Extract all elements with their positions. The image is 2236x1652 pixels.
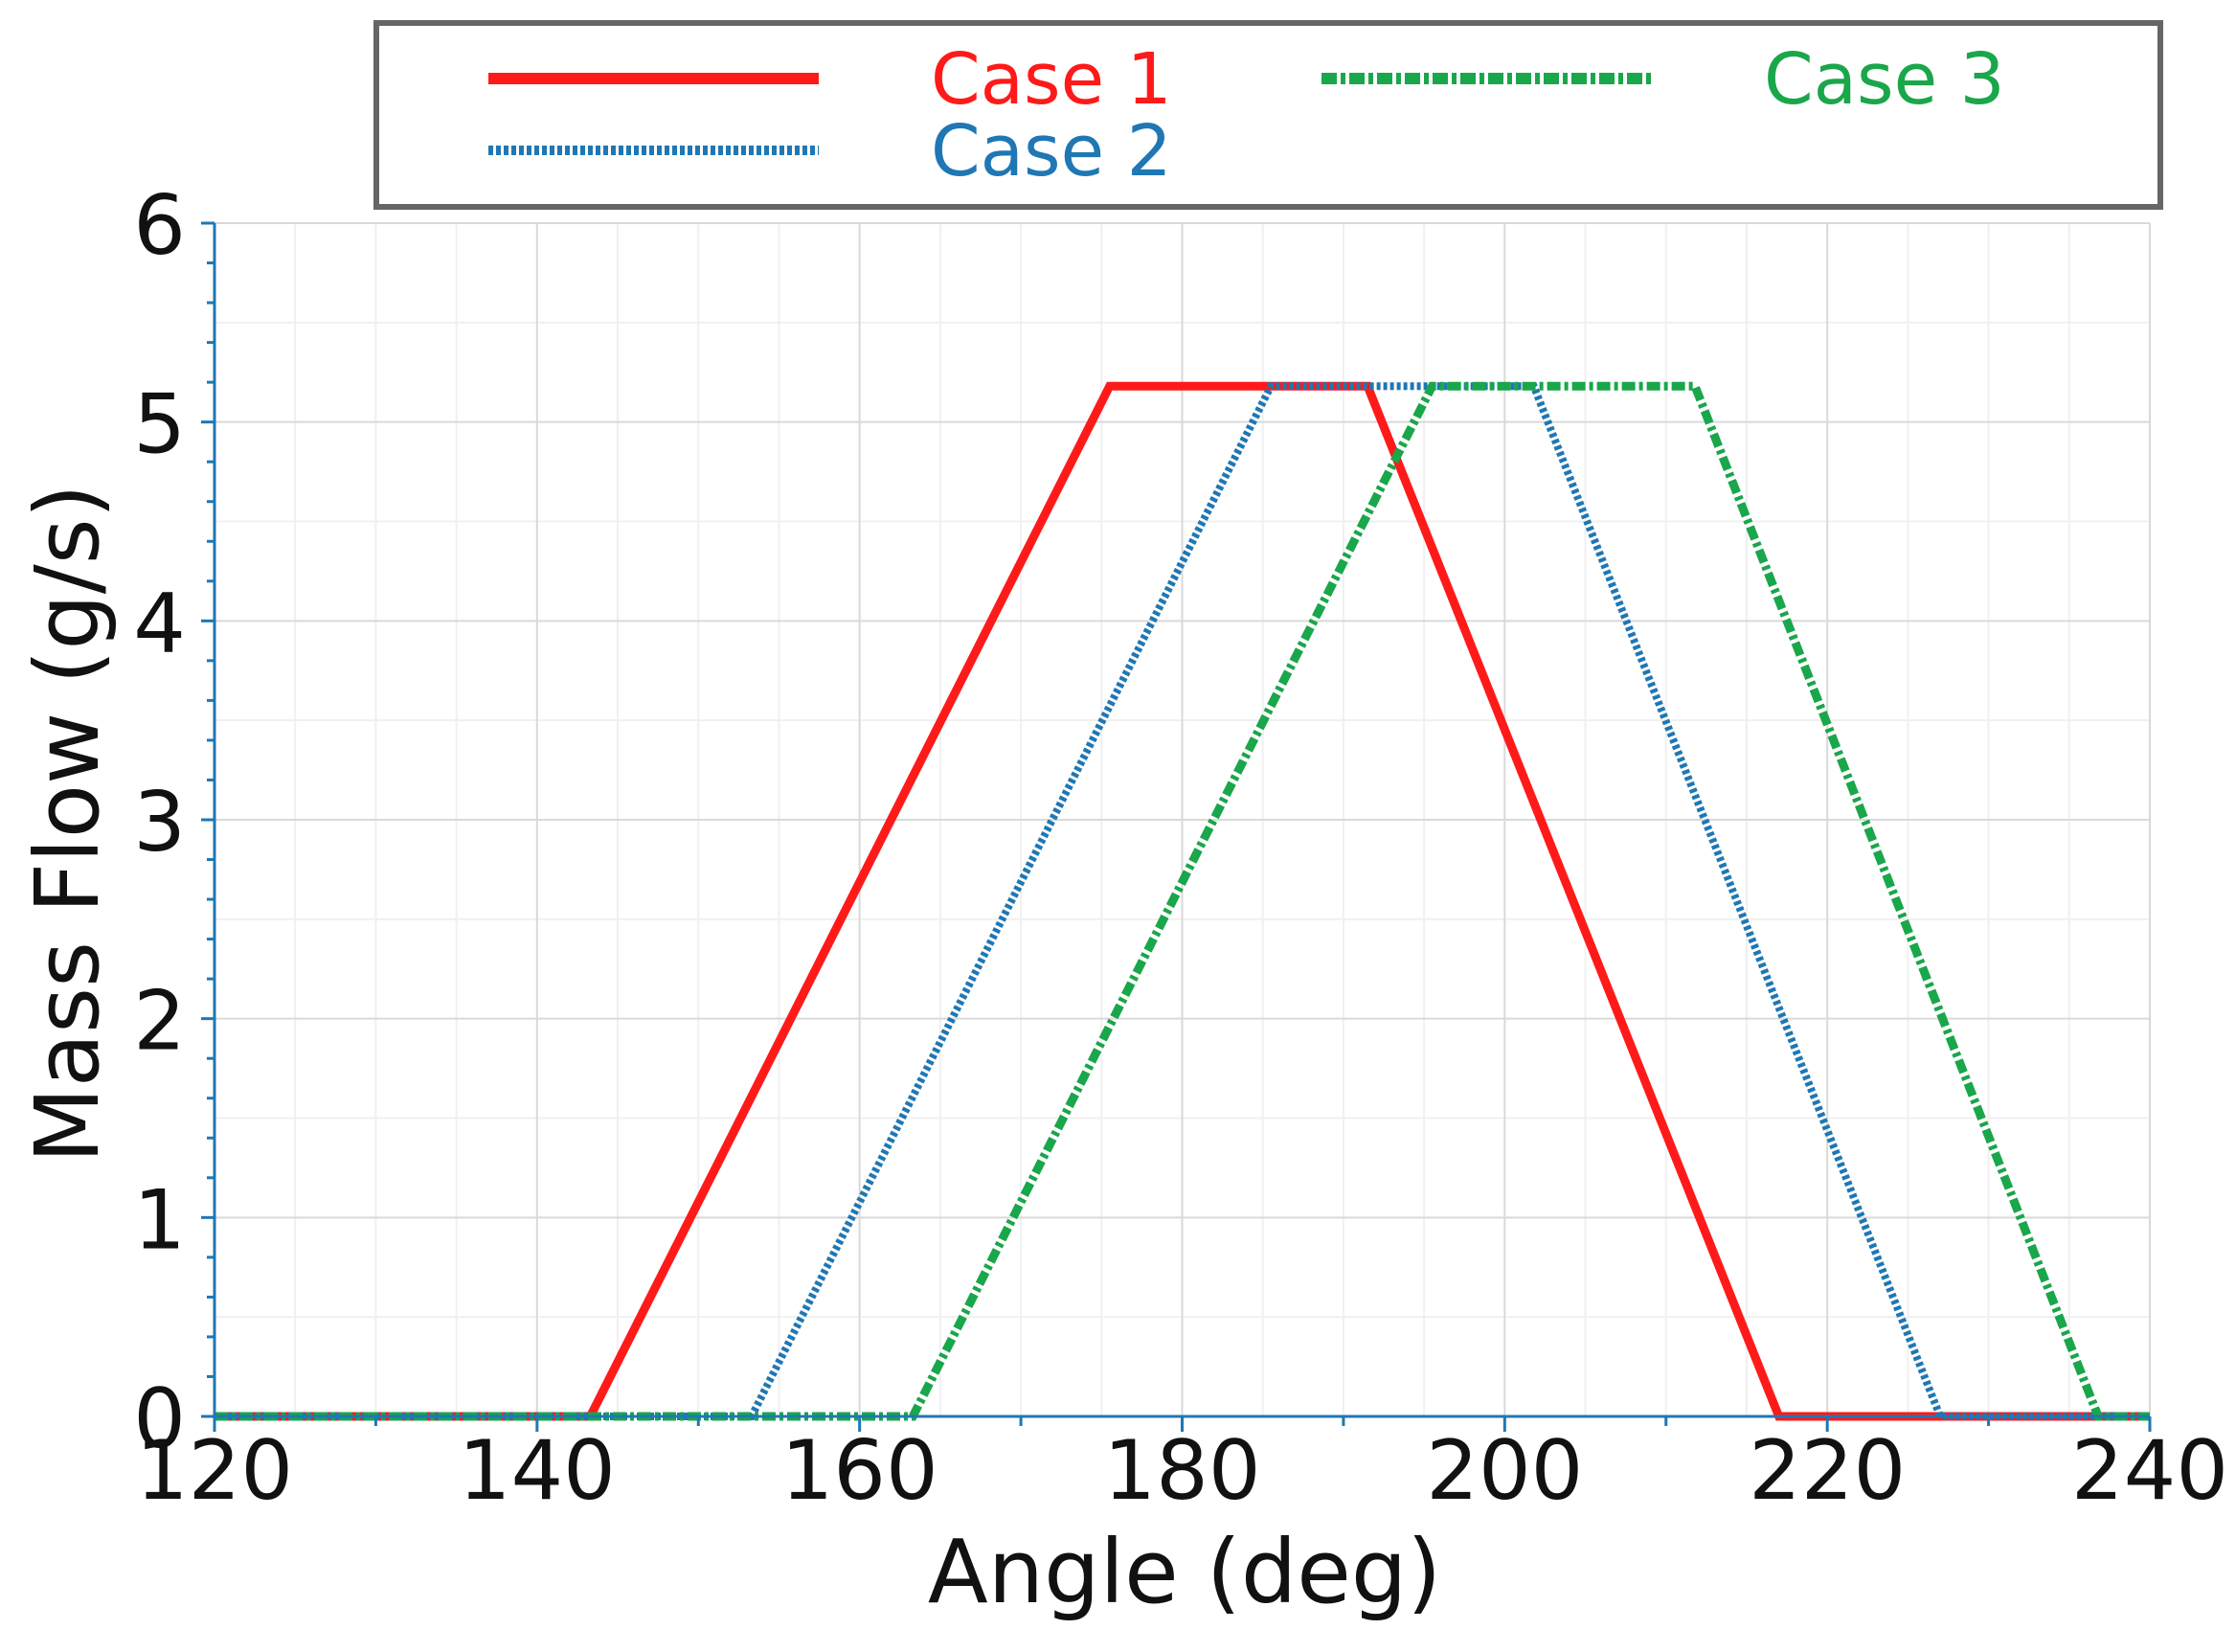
legend-label-3: Case 3	[1764, 38, 2005, 121]
x-tick-label: 120	[136, 1423, 293, 1519]
y-tick-label: 3	[133, 775, 186, 871]
legend-label-2: Case 2	[931, 110, 1172, 192]
y-axis-label: Mass Flow (g/s)	[16, 484, 119, 1163]
legend-box	[373, 20, 2163, 210]
y-tick-label: 6	[133, 178, 186, 274]
x-tick-label: 140	[459, 1423, 616, 1519]
x-tick-label: 220	[1749, 1423, 1906, 1519]
y-tick-label: 0	[133, 1371, 186, 1467]
x-tick-label: 200	[1426, 1423, 1583, 1519]
x-axis-label: Angle (deg)	[928, 1521, 1441, 1623]
y-tick-label: 1	[133, 1172, 186, 1268]
y-tick-label: 4	[133, 576, 186, 671]
axes: 0 1 2 3 4 5 6 120 140 160 180 200 220 240	[133, 178, 2228, 1519]
y-tick-label: 2	[133, 974, 186, 1070]
x-tick-label: 160	[781, 1423, 938, 1519]
x-tick-label: 240	[2071, 1423, 2228, 1519]
grid	[214, 222, 2151, 1417]
y-tick-label: 5	[133, 377, 186, 473]
plot-area: 0 1 2 3 4 5 6 120 140 160 180 200 220 240	[133, 178, 2228, 1519]
legend-label-1: Case 1	[931, 38, 1172, 121]
x-tick-label: 180	[1103, 1423, 1260, 1519]
